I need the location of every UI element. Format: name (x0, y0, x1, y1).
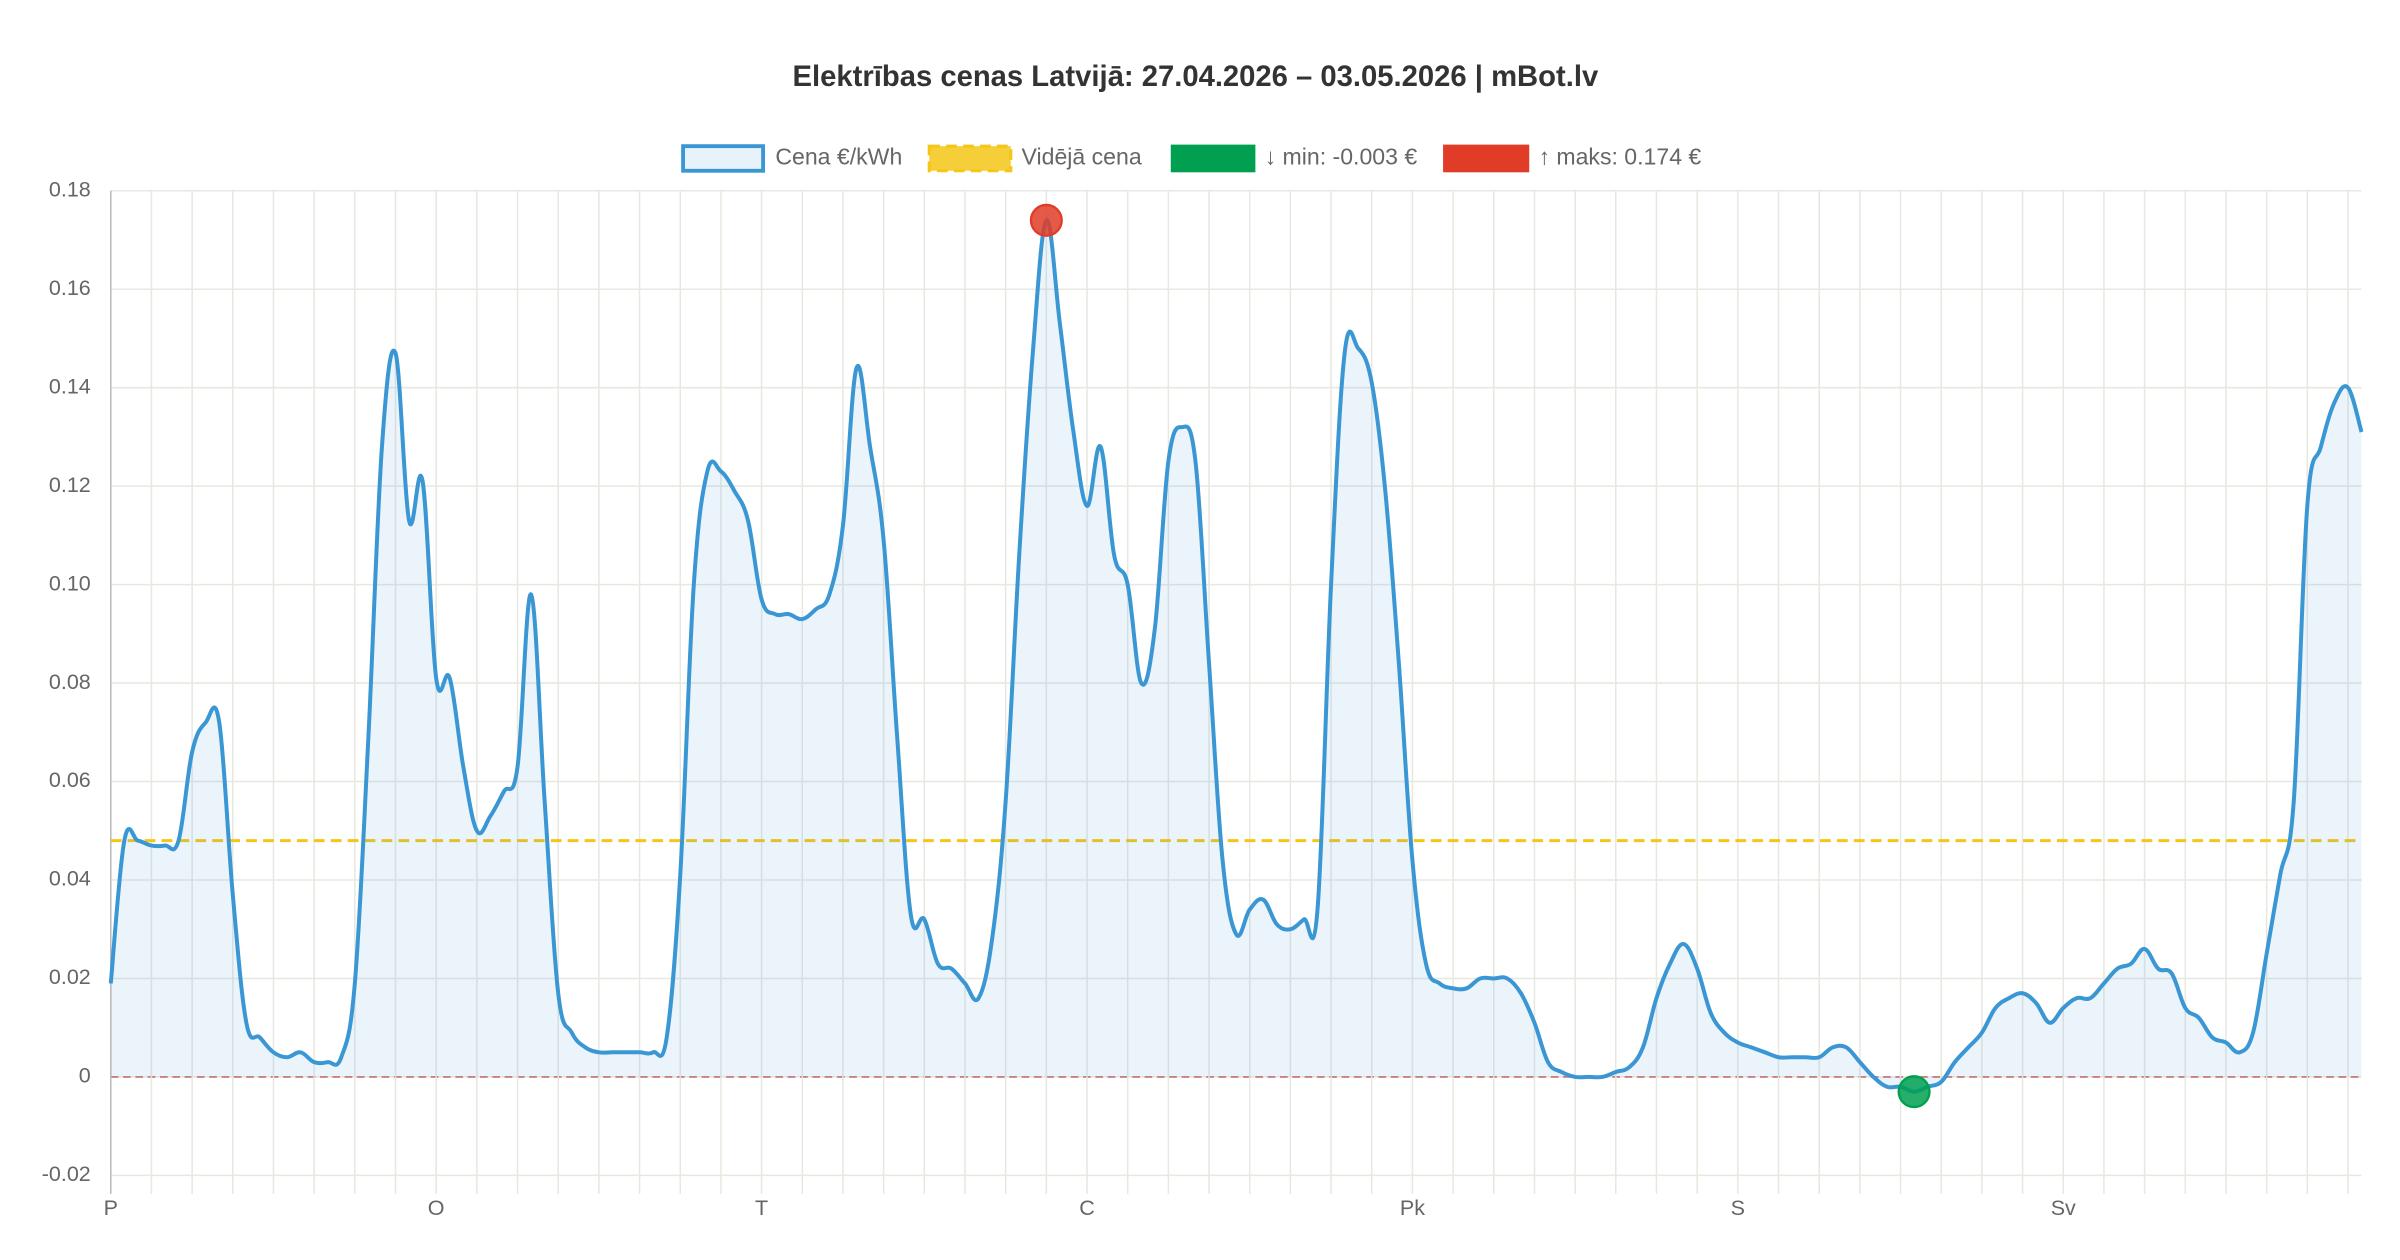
legend-swatch (681, 144, 765, 173)
legend-label: Vidējā cena (1022, 144, 1142, 170)
y-tick-label: 0.08 (49, 670, 91, 694)
y-tick-label: -0.02 (42, 1162, 91, 1186)
legend-swatch (927, 144, 1013, 173)
x-tick-label: T (755, 1196, 768, 1220)
extreme-marker (1029, 203, 1063, 237)
legend-swatch (1443, 144, 1530, 173)
y-tick-label: 0.02 (49, 965, 91, 989)
x-tick-label: Sv (2051, 1196, 2076, 1220)
area (110, 220, 2362, 1092)
y-tick-label: 0.04 (49, 867, 91, 891)
y-tick-label: 0.12 (49, 473, 91, 497)
legend-label: ↓ min: -0.003 € (1265, 144, 1418, 170)
legend-label: Cena €/kWh (775, 144, 902, 170)
x-tick-label: S (1731, 1196, 1745, 1220)
x-tick-label: O (428, 1196, 445, 1220)
x-tick-label: C (1079, 1196, 1095, 1220)
y-tick-label: 0.14 (49, 374, 91, 398)
y-tick-label: 0.10 (49, 571, 91, 595)
extreme-marker (1897, 1075, 1931, 1109)
y-tick-label: 0.18 (49, 177, 91, 201)
x-tick-label: Pk (1400, 1196, 1425, 1220)
legend-swatch (1170, 144, 1256, 173)
line (108, 218, 2364, 1094)
y-tick-label: 0.16 (49, 276, 91, 300)
x-tick-label: P (104, 1196, 118, 1220)
y-tick-label: 0 (79, 1064, 91, 1088)
chart-title: Elektrības cenas Latvijā: 27.04.2026 – 0… (793, 61, 1599, 93)
legend-label: ↑ maks: 0.174 € (1538, 144, 1701, 170)
y-tick-label: 0.06 (49, 768, 91, 792)
